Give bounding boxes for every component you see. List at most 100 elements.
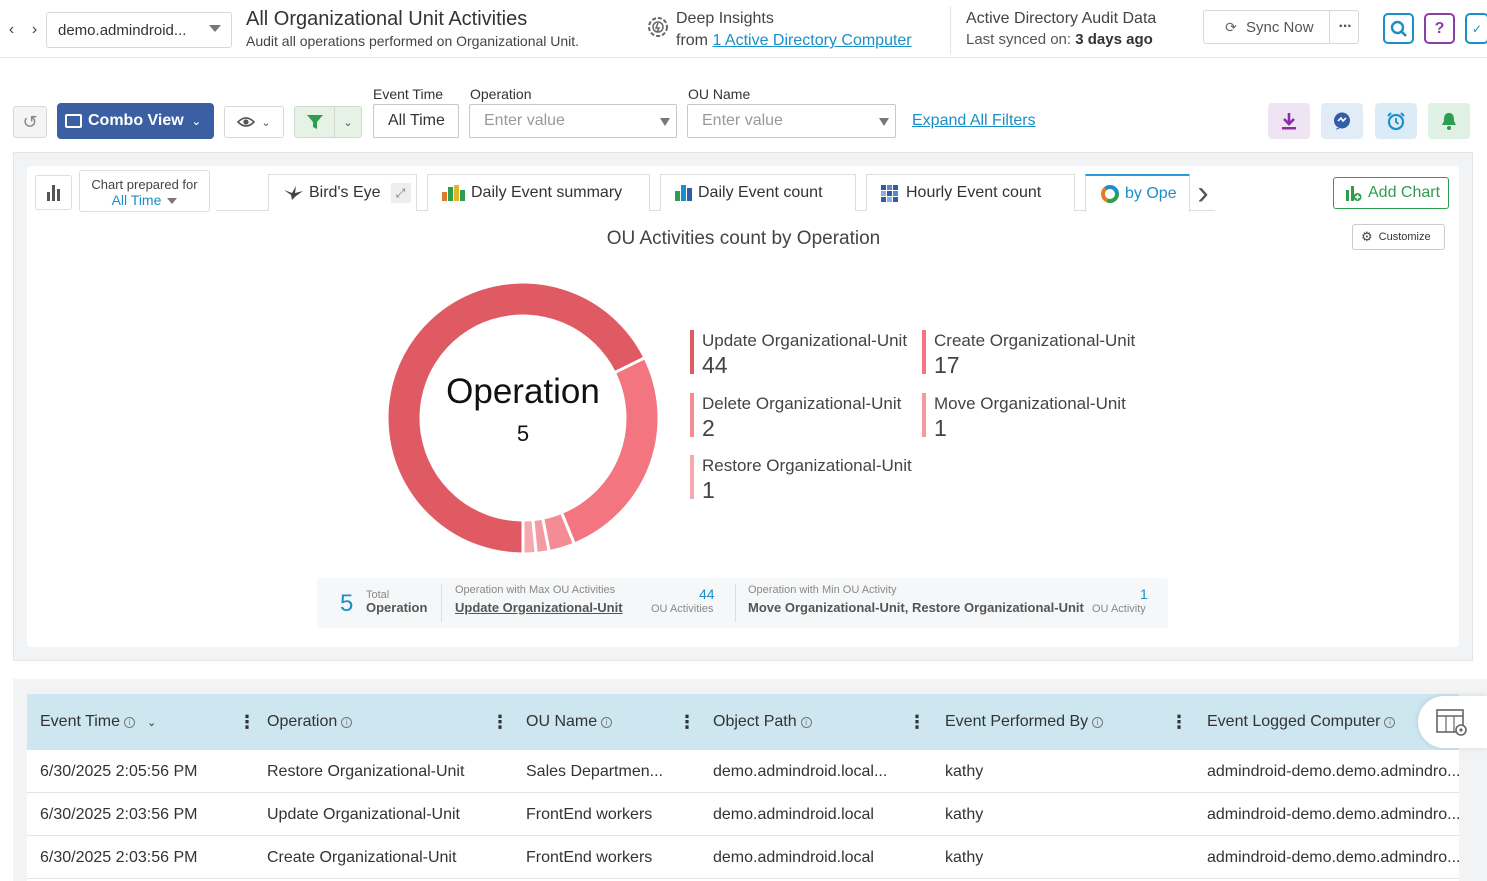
operation-filter-input[interactable]: Enter value — [469, 104, 677, 138]
ou-name-filter-input[interactable]: Enter value — [687, 104, 896, 138]
table-body: 6/30/2025 2:05:56 PM Restore Organizatio… — [27, 750, 1459, 881]
info-icon[interactable]: i — [1092, 716, 1104, 728]
deep-insights: Deep Insights from 1 Active Directory Co… — [643, 8, 912, 52]
max-operation-link[interactable]: Update Organizational-Unit — [455, 600, 623, 615]
download-button[interactable] — [1268, 103, 1310, 139]
page-title: All Organizational Unit Activities — [246, 8, 528, 30]
checklist-button[interactable]: ✓ — [1465, 13, 1487, 44]
tab-birds-eye[interactable]: Bird's Eye ⤢ — [268, 174, 417, 211]
gear-icon: ⚙ — [1361, 229, 1373, 244]
donut-slice-restore[interactable] — [521, 517, 538, 556]
column-header-ou-name[interactable]: OU Name i ⋮ — [526, 694, 696, 750]
filter-button[interactable]: ⌄ — [294, 106, 362, 138]
chat-button[interactable] — [1321, 103, 1363, 139]
combo-view-icon — [65, 114, 82, 128]
info-icon[interactable]: i — [601, 716, 613, 728]
donut-slice-update[interactable] — [385, 280, 647, 556]
legend-item[interactable]: Move Organizational-Unit 1 — [922, 393, 1126, 441]
tab-label: by Ope — [1125, 185, 1177, 202]
legend-item[interactable]: Delete Organizational-Unit 2 — [690, 393, 901, 441]
column-menu-icon[interactable]: ⋮ — [238, 711, 256, 732]
column-header-performed-by[interactable]: Event Performed By i ⋮ — [945, 694, 1188, 750]
help-button[interactable]: ? — [1424, 13, 1455, 44]
cell-operation: Create Organizational-Unit — [267, 848, 457, 866]
legend-color-bar — [922, 330, 926, 374]
sync-now-button[interactable]: ⟳ Sync Now ··· — [1203, 10, 1359, 44]
alert-button[interactable] — [1428, 103, 1470, 139]
reset-button[interactable]: ↺ — [13, 106, 47, 138]
caret-down-icon — [167, 198, 178, 205]
column-menu-icon[interactable]: ⋮ — [1170, 711, 1188, 732]
expand-all-filters-link[interactable]: Expand All Filters — [912, 112, 1036, 129]
insights-link[interactable]: 1 Active Directory Computer — [712, 32, 912, 49]
table-row[interactable]: 6/30/2025 2:03:56 PM Create Organization… — [27, 836, 1459, 879]
back-arrow-icon[interactable]: ‹ — [8, 21, 15, 38]
column-settings-button[interactable] — [1418, 696, 1487, 748]
stacked-bar-icon — [442, 185, 465, 201]
customize-label: Customize — [1378, 231, 1431, 243]
forward-arrow-icon[interactable]: › — [31, 21, 38, 38]
tabs-next-arrow-icon[interactable]: › — [1197, 173, 1209, 212]
add-chart-button[interactable]: Add Chart — [1333, 177, 1449, 209]
legend-color-bar — [690, 455, 694, 499]
info-icon[interactable]: i — [800, 716, 812, 728]
customize-button[interactable]: ⚙ Customize — [1352, 224, 1445, 250]
max-unit: OU Activities — [651, 603, 714, 615]
info-icon[interactable]: i — [124, 716, 136, 728]
event-time-select[interactable]: All Time — [373, 104, 459, 138]
checklist-icon: ✓ — [1471, 21, 1483, 36]
expand-icon[interactable]: ⤢ — [390, 183, 411, 203]
tab-daily-event-count[interactable]: Daily Event count — [660, 174, 856, 211]
cell-event-time: 6/30/2025 2:05:56 PM — [40, 762, 198, 780]
search-button[interactable] — [1383, 13, 1414, 44]
view-toggle-button[interactable]: ⌄ — [224, 106, 284, 138]
cell-performed-by: kathy — [945, 805, 984, 823]
column-header-logged-computer[interactable]: Event Logged Computer i — [1207, 694, 1447, 750]
cell-object-path: demo.admindroid.local — [713, 848, 874, 866]
column-menu-icon[interactable]: ⋮ — [491, 711, 509, 732]
column-header-event-time[interactable]: Event Time i ⌄ ⋮ — [40, 694, 256, 750]
sort-icon[interactable]: ⌄ — [147, 716, 157, 729]
chart-toggle-button[interactable] — [35, 175, 72, 210]
chevron-down-icon — [209, 25, 221, 32]
tenant-selector[interactable]: demo.admindroid... — [46, 12, 232, 48]
chevron-down-icon[interactable]: ⌄ — [343, 116, 353, 129]
legend-item[interactable]: Update Organizational-Unit 44 — [690, 330, 907, 378]
legend-value: 1 — [702, 477, 715, 503]
download-icon — [1282, 113, 1296, 130]
legend-item[interactable]: Create Organizational-Unit 17 — [922, 330, 1135, 378]
caret-down-icon — [879, 118, 889, 126]
column-title: Event Logged Computer — [1207, 713, 1381, 730]
total-count: 5 — [340, 590, 354, 617]
tab-daily-event-summary[interactable]: Daily Event summary — [427, 174, 650, 211]
column-title: Event Performed By — [945, 713, 1089, 730]
info-icon[interactable]: i — [1384, 716, 1396, 728]
page-subtitle: Audit all operations performed on Organi… — [246, 33, 580, 49]
legend-value: 17 — [934, 352, 960, 378]
operation-placeholder: Enter value — [484, 112, 565, 129]
legend-name: Delete Organizational-Unit — [702, 394, 902, 413]
ou-name-placeholder: Enter value — [702, 112, 783, 129]
column-menu-icon[interactable]: ⋮ — [678, 711, 696, 732]
combo-view-button[interactable]: Combo View ⌄ — [57, 103, 214, 139]
column-header-operation[interactable]: Operation i ⋮ — [267, 694, 509, 750]
table-row[interactable]: 6/30/2025 2:03:56 PM Update Organization… — [27, 793, 1459, 836]
bar-chart-icon — [675, 185, 692, 201]
column-title: Operation — [267, 713, 338, 730]
tab-hourly-event-count[interactable]: Hourly Event count — [866, 174, 1075, 211]
add-chart-icon — [1346, 186, 1362, 201]
schedule-button[interactable] — [1375, 103, 1417, 139]
info-icon[interactable]: i — [341, 716, 353, 728]
help-icon: ? — [1434, 19, 1445, 37]
chart-period-selector[interactable]: Chart prepared for All Time — [79, 170, 210, 212]
column-menu-icon[interactable]: ⋮ — [908, 711, 926, 732]
divider — [441, 584, 442, 622]
legend-item[interactable]: Restore Organizational-Unit 1 — [690, 455, 912, 503]
tab-by-operation[interactable]: by Ope — [1085, 174, 1190, 212]
column-header-object-path[interactable]: Object Path i ⋮ — [713, 694, 926, 750]
caret-down-icon — [660, 118, 670, 126]
more-options-icon[interactable]: ··· — [1338, 18, 1353, 35]
add-chart-label: Add Chart — [1368, 184, 1441, 201]
sync-label: Sync Now — [1246, 18, 1314, 36]
table-row[interactable]: 6/30/2025 2:05:56 PM Restore Organizatio… — [27, 750, 1459, 793]
